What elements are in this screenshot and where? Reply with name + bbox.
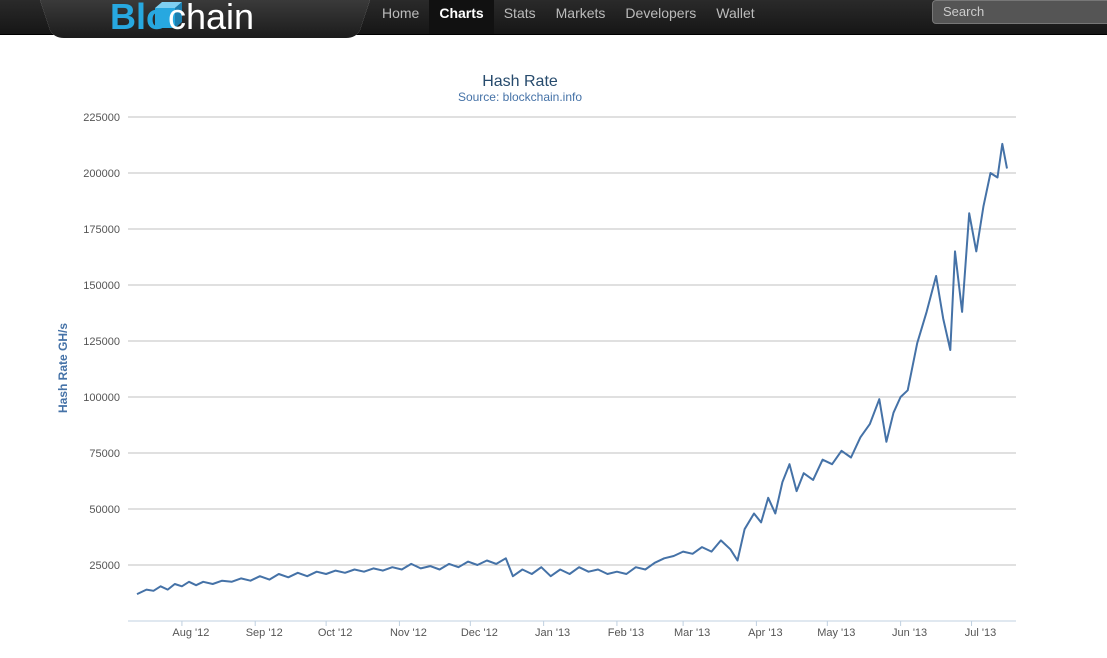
x-tick-label: Nov '12	[390, 627, 427, 639]
main-nav: Home Charts Stats Markets Developers Wal…	[372, 0, 765, 34]
y-tick-label: 100000	[83, 392, 120, 404]
series-line	[136, 142, 1008, 596]
x-tick-label: Apr '13	[748, 627, 783, 639]
x-tick-label: Sep '12	[246, 627, 283, 639]
y-tick-label: 200000	[83, 168, 120, 180]
x-axis-ticks: Aug '12 Sep '12 Oct '12 Nov '12 Dec '12 Jan '…	[172, 621, 996, 639]
x-tick-label: Aug '12	[172, 627, 209, 639]
nav-home[interactable]: Home	[382, 5, 420, 21]
gridlines	[128, 116, 1016, 622]
x-tick-label: Jul '13	[965, 627, 996, 639]
top-navbar: Blochain Home Charts Stats Markets Devel…	[0, 0, 1107, 38]
search-input[interactable]: Search	[932, 0, 1107, 24]
chart-title: Hash Rate	[482, 73, 558, 90]
hash-rate-chart: Hash Rate Source: blockchain.info Hash R…	[56, 73, 1016, 639]
x-tick-label: Jan '13	[535, 627, 570, 639]
x-tick-label: Feb '13	[608, 627, 644, 639]
nav-developers[interactable]: Developers	[625, 5, 697, 21]
y-tick-label: 175000	[83, 224, 120, 236]
logo-tab[interactable]: Blochain	[40, 0, 370, 42]
cube-icon	[155, 2, 182, 28]
chart-subtitle: Source: blockchain.info	[458, 90, 582, 104]
y-tick-label: 50000	[89, 504, 120, 516]
logo-wordmark: Blochain	[110, 0, 255, 37]
x-tick-label: Jun '13	[892, 627, 927, 639]
nav-stats[interactable]: Stats	[503, 5, 536, 21]
y-tick-label: 125000	[83, 336, 120, 348]
x-tick-label: May '13	[817, 627, 855, 639]
hash-rate-line	[136, 142, 1008, 596]
nav-wallet[interactable]: Wallet	[716, 5, 755, 21]
x-tick-label: Oct '12	[318, 627, 353, 639]
y-tick-label: 75000	[89, 448, 120, 460]
logo-tab-shape	[40, 0, 370, 38]
y-tick-label: 150000	[83, 280, 120, 292]
y-axis-label: Hash Rate GH/s	[56, 323, 70, 413]
x-tick-label: Dec '12	[461, 627, 498, 639]
nav-markets[interactable]: Markets	[555, 5, 606, 21]
y-axis-ticks: 25000 50000 75000 100000 125000 150000 175000 2…	[83, 112, 120, 572]
nav-charts[interactable]: Charts	[429, 0, 494, 34]
y-tick-label: 25000	[89, 560, 120, 572]
y-tick-label: 225000	[83, 112, 120, 124]
x-tick-label: Mar '13	[674, 627, 710, 639]
